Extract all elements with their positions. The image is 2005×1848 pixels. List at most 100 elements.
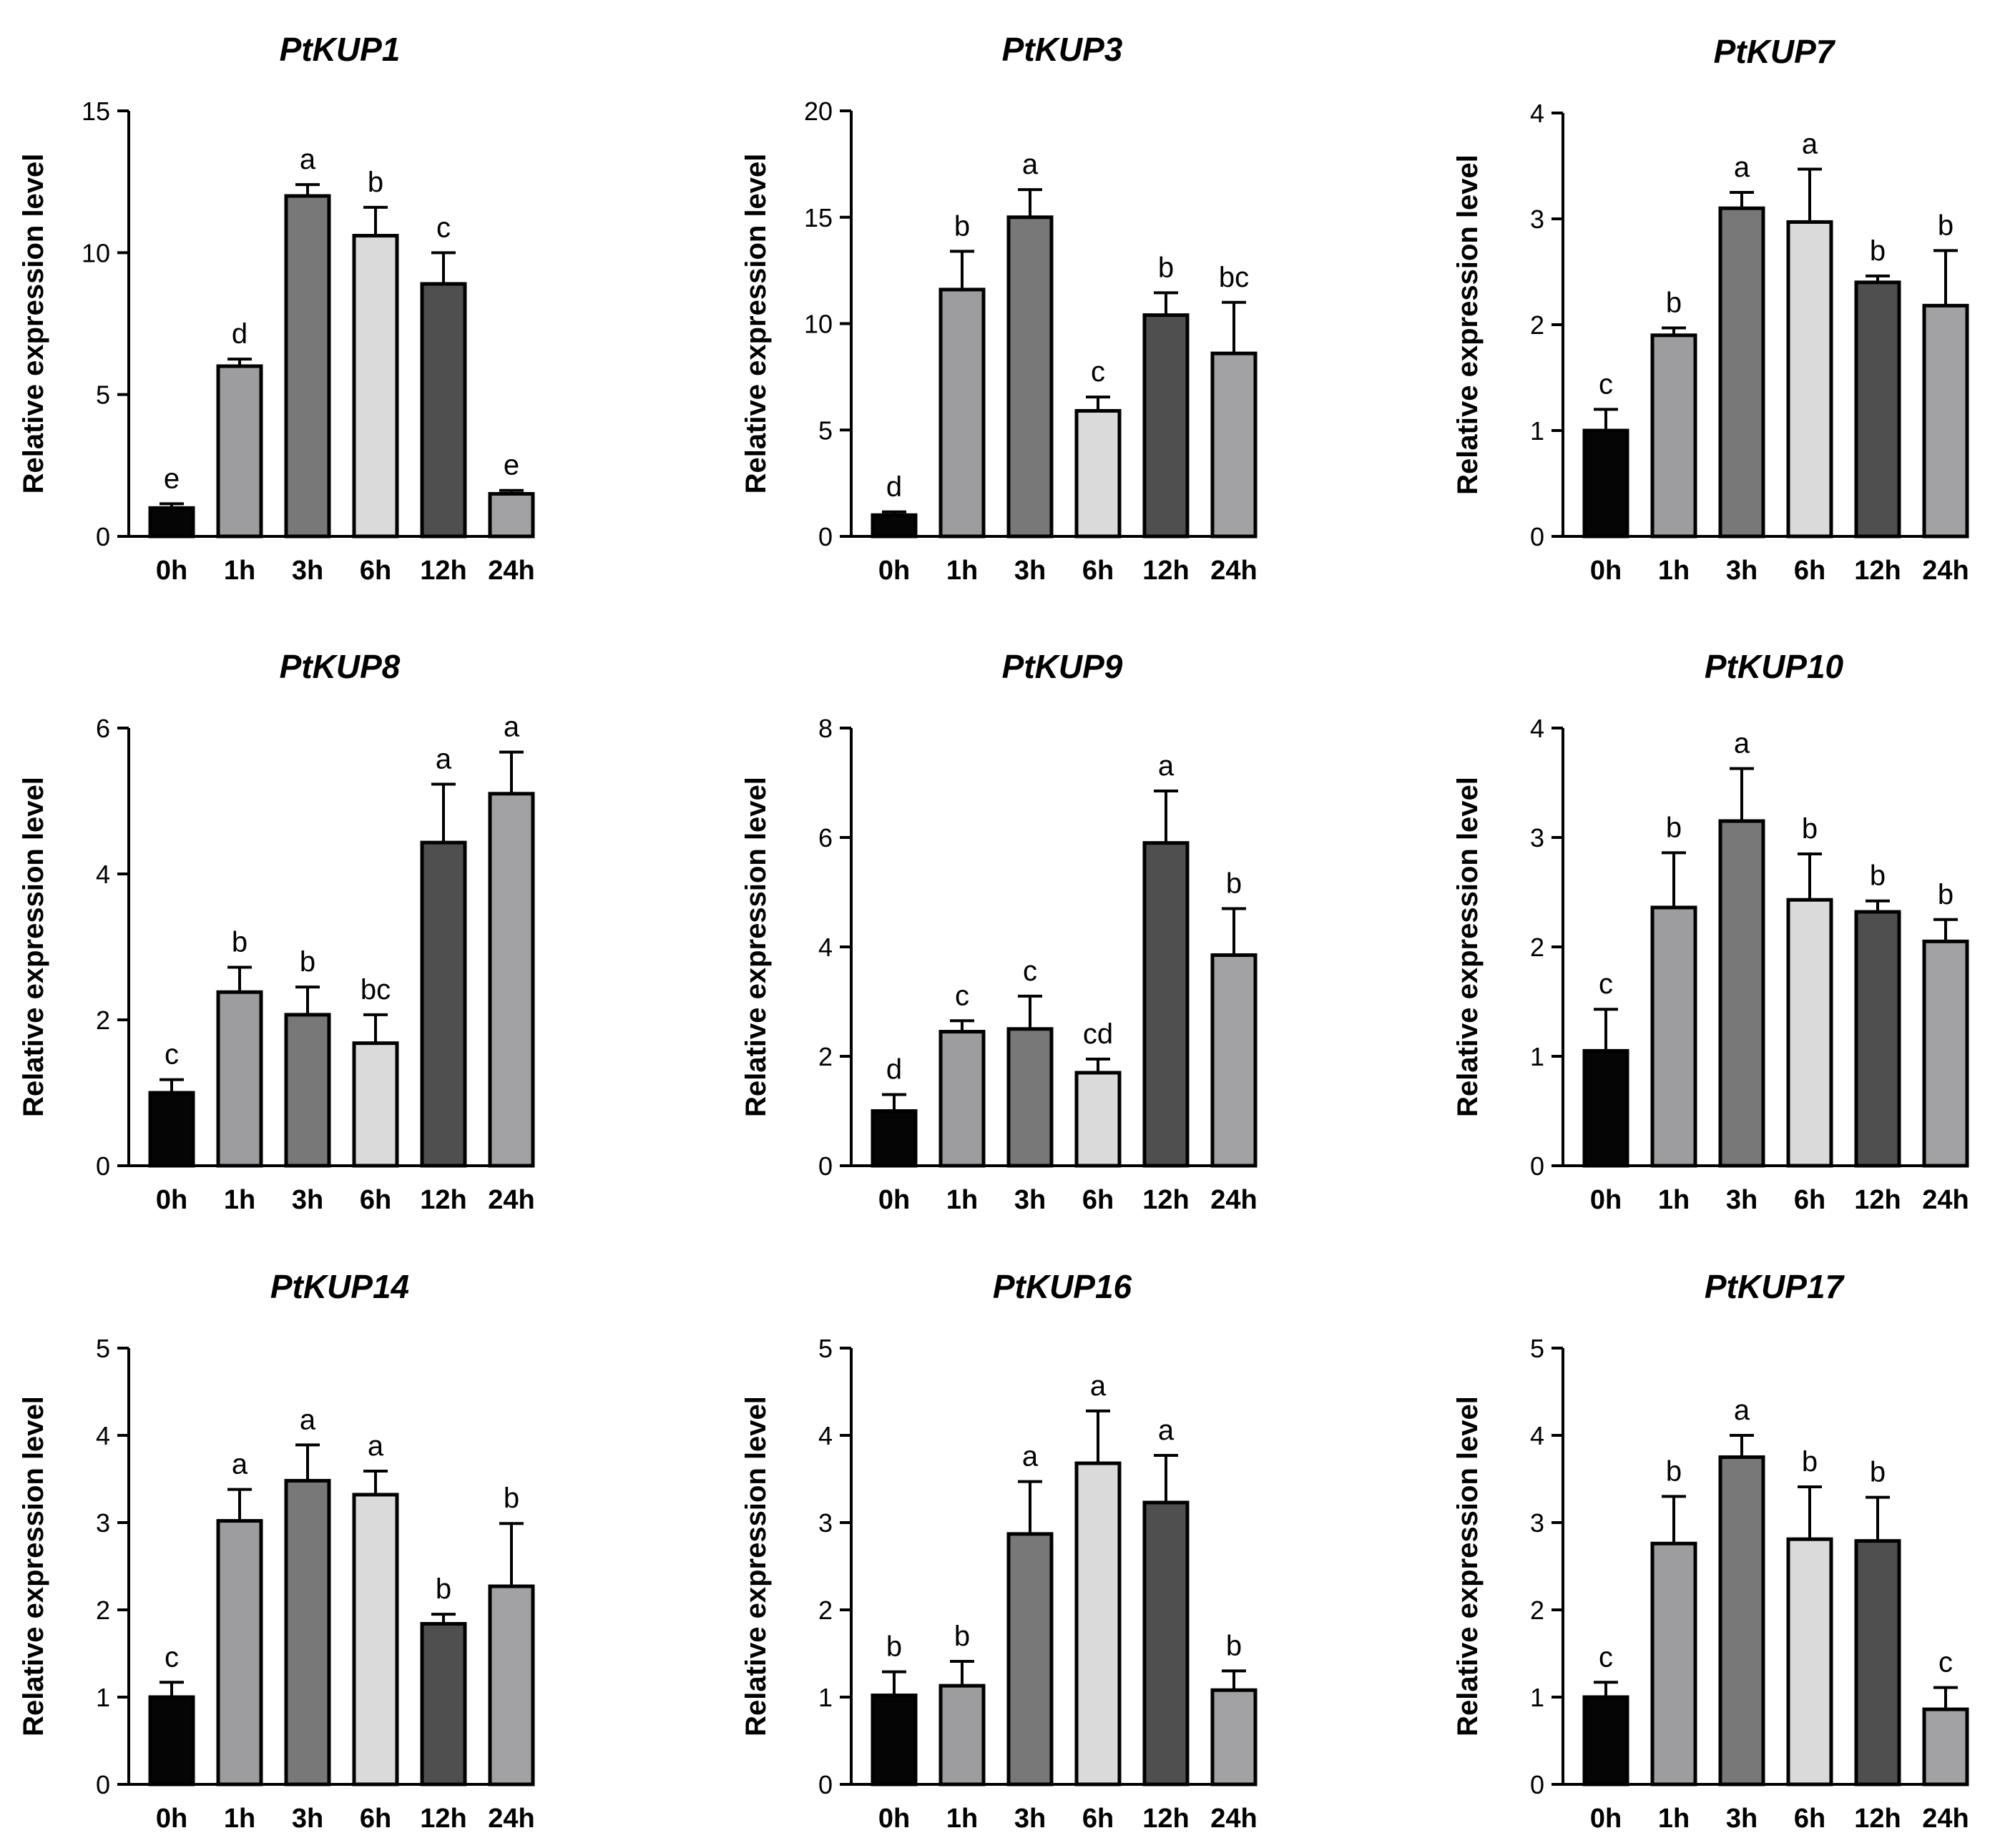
significance-letter: b xyxy=(232,927,247,958)
chart-panel-6: PtKUP10 Relative expression level 0 1 2 3 4 0h c… xyxy=(1452,648,1969,1215)
y-tick-label: 2 xyxy=(96,1006,110,1035)
y-tick-label: 6 xyxy=(818,823,833,852)
bar-3h xyxy=(284,194,331,539)
y-tick-label: 4 xyxy=(96,860,110,889)
significance-letter: cd xyxy=(1083,1018,1113,1050)
bar-6h xyxy=(1074,408,1122,539)
x-tick-label: 6h xyxy=(360,556,391,586)
x-tick-label: 3h xyxy=(292,1804,323,1834)
x-tick-label: 0h xyxy=(1590,1185,1622,1215)
y-axis-label: Relative expression level xyxy=(18,154,49,494)
significance-letter: a xyxy=(1734,1395,1750,1426)
bar-1h xyxy=(938,1684,986,1786)
bar-12h xyxy=(420,1622,467,1786)
y-axis-label: Relative expression level xyxy=(740,777,772,1117)
y-tick-label: 2 xyxy=(818,1596,833,1625)
bar-24h xyxy=(488,1584,535,1786)
x-tick-label: 12h xyxy=(420,1804,466,1834)
bar-6h xyxy=(1074,1461,1122,1786)
significance-letter: bc xyxy=(361,974,391,1006)
bar-1h xyxy=(938,287,986,539)
significance-letter: a xyxy=(1734,728,1750,760)
bar-1h xyxy=(216,990,263,1168)
bar-3h xyxy=(1718,819,1765,1168)
significance-letter: e xyxy=(504,450,519,481)
chart-title: PtKUP1 xyxy=(280,31,401,68)
bar-3h xyxy=(1006,1532,1054,1786)
bar-24h xyxy=(1210,351,1258,539)
chart-title: PtKUP3 xyxy=(1002,31,1123,68)
significance-letter: b xyxy=(1870,860,1886,892)
x-tick-label: 6h xyxy=(1794,1185,1825,1215)
y-tick-label: 6 xyxy=(96,714,110,743)
significance-letter: a xyxy=(1158,1415,1175,1446)
x-tick-label: 1h xyxy=(224,1804,255,1834)
y-tick-label: 3 xyxy=(1530,823,1544,852)
x-tick-label: 1h xyxy=(1658,1185,1690,1215)
bar-6h xyxy=(352,1493,399,1786)
significance-letter: a xyxy=(436,744,452,775)
significance-letter: b xyxy=(1938,879,1953,910)
bar-0h xyxy=(148,506,195,539)
x-tick-label: 1h xyxy=(224,1185,255,1215)
y-axis-label: Relative expression level xyxy=(740,1396,772,1736)
significance-letter: b xyxy=(368,167,383,198)
significance-letter: b xyxy=(1666,812,1682,843)
y-tick-label: 0 xyxy=(818,1151,833,1181)
bar-6h xyxy=(1786,1537,1833,1786)
bar-6h xyxy=(352,234,399,539)
chart-panel-5: PtKUP9 Relative expression level 0 2 4 6 8 0h d 1… xyxy=(740,648,1258,1215)
bar-24h xyxy=(1922,1707,1969,1786)
y-tick-label: 0 xyxy=(1530,1770,1544,1799)
y-tick-label: 1 xyxy=(1530,1042,1544,1071)
y-tick-label: 3 xyxy=(1530,205,1544,234)
bar-12h xyxy=(1142,313,1190,539)
y-tick-label: 4 xyxy=(818,1421,833,1450)
y-tick-label: 1 xyxy=(96,1683,110,1712)
bar-1h xyxy=(1650,333,1697,539)
chart-panel-1: PtKUP1 Relative expression level 0 5 10 15 0h e… xyxy=(18,31,535,586)
significance-letter: a xyxy=(504,712,520,743)
y-tick-label: 2 xyxy=(96,1596,110,1625)
x-tick-label: 24h xyxy=(1922,1804,1969,1834)
x-tick-label: 12h xyxy=(1854,1185,1901,1215)
x-tick-label: 1h xyxy=(1658,1804,1690,1834)
x-tick-label: 12h xyxy=(1142,556,1189,586)
bar-12h xyxy=(1142,1500,1190,1786)
bar-3h xyxy=(1718,1455,1765,1786)
significance-letter: b xyxy=(1158,252,1174,283)
chart-title: PtKUP14 xyxy=(270,1268,409,1305)
bar-12h xyxy=(1142,841,1190,1168)
significance-letter: b xyxy=(1938,210,1953,241)
chart-panel-7: PtKUP14 Relative expression level 0 1 2 3 4 5 0h… xyxy=(18,1268,535,1834)
significance-letter: b xyxy=(1666,1455,1682,1487)
significance-letter: a xyxy=(1022,149,1039,180)
x-tick-label: 6h xyxy=(1082,556,1114,586)
x-tick-label: 6h xyxy=(1082,1185,1114,1215)
significance-letter: d xyxy=(886,471,902,503)
x-tick-label: 24h xyxy=(488,1804,534,1834)
y-tick-label: 5 xyxy=(96,1334,110,1363)
significance-letter: c xyxy=(1599,968,1613,1000)
significance-letter: a xyxy=(300,1404,316,1435)
y-tick-label: 15 xyxy=(804,203,833,232)
x-tick-label: 1h xyxy=(224,556,255,586)
y-axis-label: Relative expression level xyxy=(1452,154,1484,495)
bar-3h xyxy=(284,1013,331,1168)
y-tick-label: 5 xyxy=(96,380,110,410)
x-tick-label: 12h xyxy=(1854,1804,1901,1834)
x-tick-label: 3h xyxy=(1726,556,1758,586)
bar-24h xyxy=(488,792,535,1168)
y-tick-label: 0 xyxy=(1530,522,1544,551)
x-tick-label: 12h xyxy=(420,1185,466,1215)
significance-letter: c xyxy=(165,1039,179,1071)
bar-3h xyxy=(1006,215,1054,539)
bar-24h xyxy=(1210,953,1258,1168)
significance-letter: b xyxy=(954,1621,970,1652)
x-tick-label: 3h xyxy=(1726,1804,1758,1834)
x-tick-label: 0h xyxy=(878,1185,910,1215)
y-tick-label: 3 xyxy=(1530,1508,1544,1538)
significance-letter: a xyxy=(1090,1370,1107,1402)
significance-letter: a xyxy=(300,144,316,175)
significance-letter: c xyxy=(1938,1647,1953,1679)
